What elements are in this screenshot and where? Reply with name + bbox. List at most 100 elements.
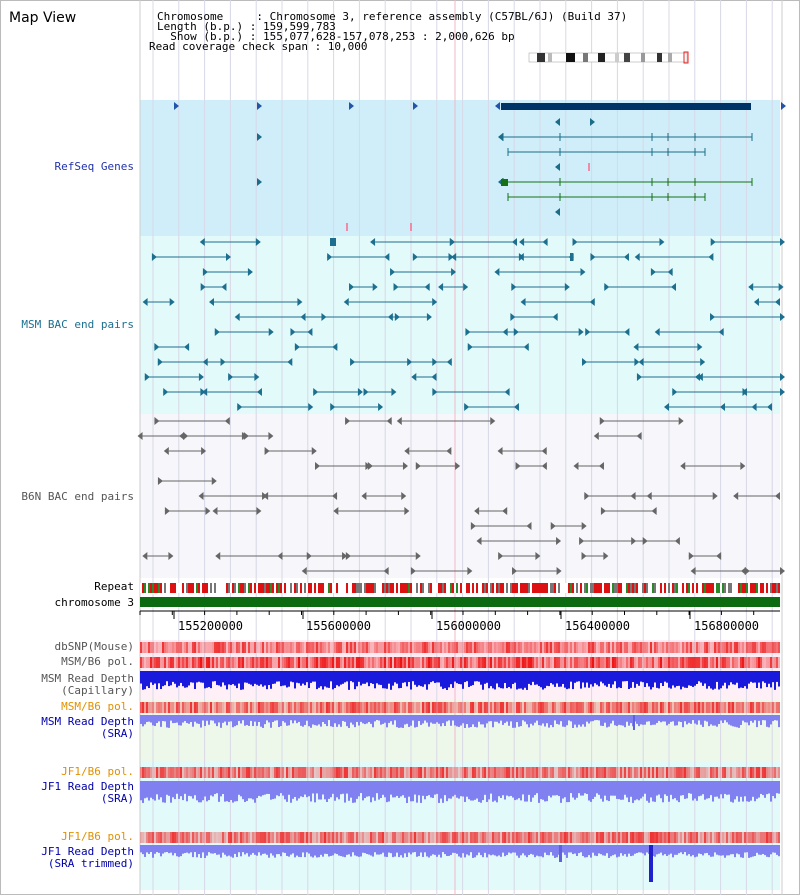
read-depth-bar (228, 671, 230, 685)
polymorphism-cell (562, 702, 564, 713)
polymorphism-cell (142, 702, 144, 713)
msm-bac-pair-end (654, 328, 660, 336)
b6n-bac-pair-end (579, 537, 585, 545)
polymorphism-cell (672, 767, 674, 778)
polymorphism-cell (566, 657, 568, 668)
repeat-segment (410, 583, 412, 593)
repeat-segment (654, 583, 656, 593)
polymorphism-cell (518, 767, 520, 778)
polymorphism-cell (422, 702, 424, 713)
polymorphism-cell (184, 657, 186, 668)
repeat-segment (250, 583, 252, 593)
read-depth-bar (618, 845, 620, 857)
polymorphism-cell (624, 702, 626, 713)
read-depth-bar (352, 781, 354, 803)
polymorphism-cell (374, 832, 376, 843)
snp-density-cell (552, 642, 554, 653)
snp-density-cell (644, 642, 646, 653)
msm-bac-pair-end (214, 328, 220, 336)
read-depth-bar (592, 845, 594, 853)
read-depth-bar (724, 715, 726, 721)
snp-density-cell (602, 642, 604, 653)
snp-density-cell (692, 642, 694, 653)
polymorphism-cell (558, 657, 560, 668)
read-depth-bar (388, 781, 390, 802)
polymorphism-cell (444, 767, 446, 778)
repeat-segment (316, 583, 318, 593)
chromosome-ideogram[interactable] (529, 52, 689, 63)
read-depth-bar (408, 715, 410, 727)
polymorphism-cell (606, 767, 608, 778)
polymorphism-cell (718, 767, 720, 778)
polymorphism-cell (372, 702, 374, 713)
polymorphism-cell (224, 832, 226, 843)
polymorphism-cell (684, 657, 686, 668)
read-depth-bar (606, 845, 608, 854)
read-depth-bar (546, 781, 548, 802)
repeat-segment (398, 583, 400, 593)
read-depth-bar (488, 845, 490, 855)
polymorphism-cell (590, 832, 592, 843)
polymorphism-cell (456, 767, 458, 778)
polymorphism-cell (552, 832, 554, 843)
msm-bac-pair-end (710, 238, 716, 246)
polymorphism-cell (370, 832, 372, 843)
polymorphism-cell (416, 657, 418, 668)
polymorphism-cell (288, 702, 290, 713)
snp-density-cell (288, 642, 290, 653)
read-depth-bar (194, 781, 196, 796)
polymorphism-cell (446, 702, 448, 713)
polymorphism-cell (414, 832, 416, 843)
read-depth-bar (452, 845, 454, 853)
read-depth-bar (392, 781, 394, 798)
snp-density-cell (544, 642, 546, 653)
repeat-segment (662, 583, 664, 593)
polymorphism-cell (660, 702, 662, 713)
polymorphism-cell (396, 657, 398, 668)
polymorphism-cell (748, 767, 750, 778)
read-depth-bar (222, 671, 224, 683)
repeat-segment (596, 583, 598, 593)
polymorphism-cell (400, 657, 402, 668)
repeat-segment (258, 583, 260, 593)
read-depth-bar (576, 845, 578, 856)
read-depth-bar (220, 671, 222, 687)
snp-density-cell (142, 642, 144, 653)
polymorphism-cell (218, 657, 220, 668)
read-depth-bar (362, 715, 364, 724)
repeat-segment (408, 583, 410, 593)
polymorphism-cell (602, 702, 604, 713)
polymorphism-cell (230, 657, 232, 668)
read-depth-bar (250, 781, 252, 799)
read-depth-bar (410, 845, 412, 855)
read-depth-bar (682, 671, 684, 687)
polymorphism-cell (576, 702, 578, 713)
read-depth-bar (268, 715, 270, 723)
read-depth-bar (284, 715, 286, 723)
read-depth-bar (574, 781, 576, 800)
snp-density-cell (312, 642, 314, 653)
polymorphism-cell (584, 702, 586, 713)
polymorphism-cell (328, 767, 330, 778)
read-depth-bar (358, 671, 360, 682)
read-depth-bar (666, 781, 668, 796)
polymorphism-cell (384, 832, 386, 843)
polymorphism-cell (510, 767, 512, 778)
repeat-segment (190, 583, 192, 593)
polymorphism-cell (426, 767, 428, 778)
polymorphism-cell (348, 702, 350, 713)
read-depth-bar (542, 671, 544, 690)
polymorphism-cell (304, 832, 306, 843)
track-label-b6n-bac[interactable]: B6N BAC end pairs (21, 490, 134, 503)
polymorphism-cell (592, 702, 594, 713)
repeat-segment (336, 583, 338, 593)
polymorphism-cell (448, 702, 450, 713)
read-depth-bar (356, 671, 358, 687)
track-label-refseq[interactable]: RefSeq Genes (54, 160, 134, 173)
polymorphism-cell (614, 832, 616, 843)
polymorphism-cell (644, 702, 646, 713)
polymorphism-cell (348, 832, 350, 843)
polymorphism-cell (408, 702, 410, 713)
repeat-segment (478, 583, 480, 593)
track-label-msm-bac[interactable]: MSM BAC end pairs (21, 318, 134, 331)
